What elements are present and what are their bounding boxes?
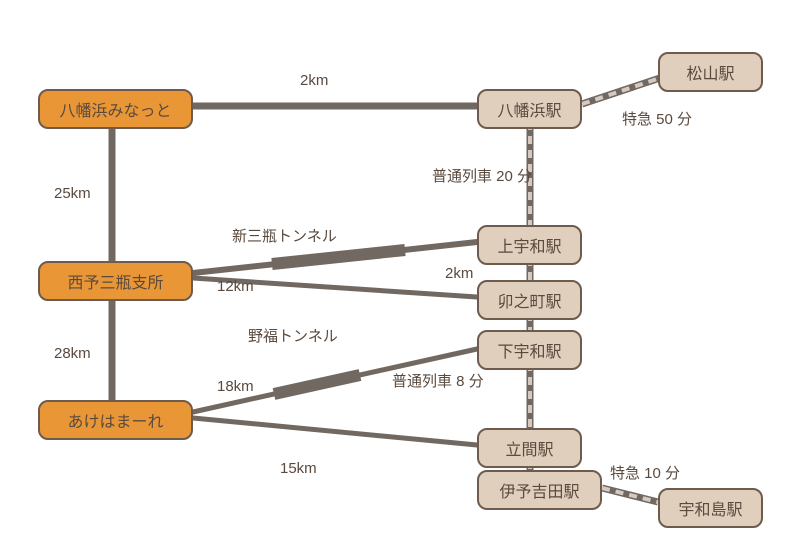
label-d15km: 15km (280, 460, 317, 477)
node-yawatahama_minatto: 八幡浜みなっと (38, 89, 193, 129)
label-d25km: 25km (54, 185, 91, 202)
road-edge (193, 418, 477, 445)
tunnel-segment (274, 375, 360, 394)
rail-edge (602, 488, 658, 502)
label-exp10: 特急 10 分 (610, 462, 680, 483)
label-exp50: 特急 50 分 (622, 108, 692, 129)
label-d2km_top: 2km (300, 72, 328, 89)
label-d28km: 28km (54, 345, 91, 362)
node-iyoyoshida: 伊予吉田駅 (477, 470, 602, 510)
road-edge (193, 242, 477, 273)
label-tunnel1: 新三瓶トンネル (232, 225, 337, 246)
label-d18km: 18km (217, 378, 254, 395)
label-d2km_mid: 2km (445, 265, 473, 282)
node-akehamare: あけはまーれ (38, 400, 193, 440)
label-tunnel2: 野福トンネル (248, 325, 338, 346)
node-unomachi: 卯之町駅 (477, 280, 582, 320)
tunnel-segment (272, 250, 405, 264)
node-matsuyama: 松山駅 (658, 52, 763, 92)
node-seiyomikame: 西予三瓶支所 (38, 261, 193, 301)
rail-dash (582, 78, 660, 104)
node-yawatahama_sta: 八幡浜駅 (477, 89, 582, 129)
node-uwajima: 宇和島駅 (658, 488, 763, 528)
node-kamiuwa: 上宇和駅 (477, 225, 582, 265)
node-tatsuma: 立間駅 (477, 428, 582, 468)
node-shimouwa: 下宇和駅 (477, 330, 582, 370)
label-local8: 普通列車 8 分 (392, 370, 484, 391)
rail-edge (582, 78, 660, 104)
label-d12km: 12km (217, 278, 254, 295)
rail-dash (602, 488, 658, 502)
label-local20: 普通列車 20 分 (432, 165, 532, 186)
